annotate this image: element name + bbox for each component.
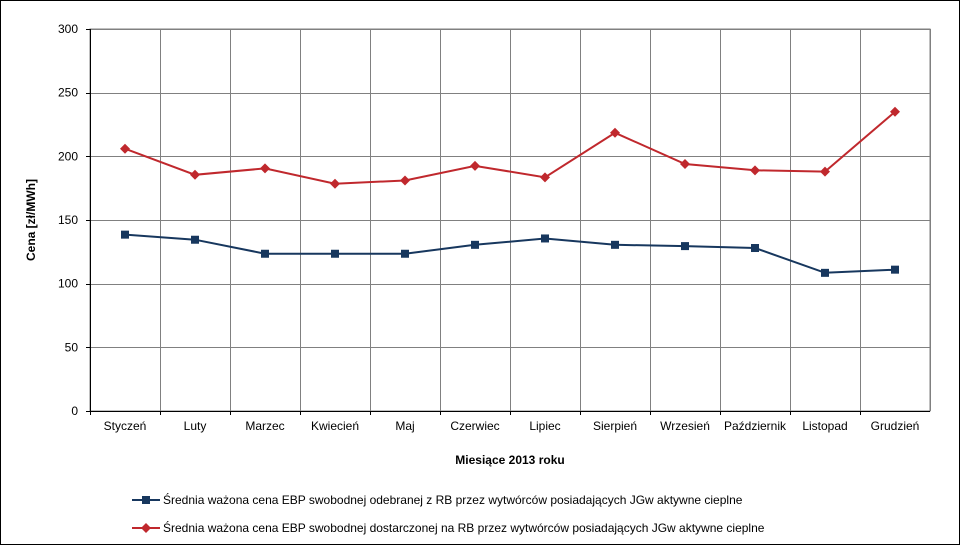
data-point: [400, 175, 410, 186]
grid-lines: [86, 28, 931, 415]
data-point: [471, 240, 479, 249]
data-point: [750, 165, 760, 176]
y-tick-label: 250: [58, 86, 78, 100]
data-point: [541, 234, 549, 243]
y-tick-label: 150: [58, 213, 78, 227]
y-axis-title: Cena [zł/MWh]: [24, 179, 38, 261]
data-point: [191, 235, 199, 244]
data-point: [401, 249, 409, 258]
x-tick-label: Listopad: [802, 419, 847, 433]
data-point: [821, 268, 829, 277]
y-tick-label: 0: [71, 404, 78, 418]
series-line: [124, 233, 896, 274]
x-tick-label: Wrzesień: [660, 419, 710, 433]
data-point: [120, 143, 130, 154]
data-point: [680, 158, 690, 169]
x-tick-label: Czerwiec: [450, 419, 499, 433]
x-axis-ticks: Styczeń Luty Marzec Kwiecień Maj Czerwiec Lipi…: [90, 411, 920, 433]
legend-marker: [142, 496, 150, 504]
data-point: [330, 178, 340, 189]
x-tick-label: Sierpień: [593, 419, 637, 433]
y-tick-label: 300: [58, 22, 78, 36]
series-1: [121, 230, 899, 277]
data-point: [890, 106, 900, 117]
data-point: [261, 249, 269, 258]
x-tick-label: Lipiec: [529, 419, 560, 433]
x-tick-label: Kwiecień: [311, 419, 359, 433]
x-tick-label: Październik: [724, 419, 787, 433]
data-point: [820, 166, 830, 177]
series-2: [120, 106, 900, 189]
legend-item-2: Średnia ważona cena EBP swobodnej dostar…: [132, 520, 765, 535]
x-tick-label: Styczeń: [104, 419, 147, 433]
data-point: [891, 265, 899, 274]
legend-item-1: Średnia ważona cena EBP swobodnej odebra…: [132, 492, 743, 507]
legend-label: Średnia ważona cena EBP swobodnej odebra…: [163, 492, 743, 507]
x-tick-label: Luty: [184, 419, 207, 433]
x-tick-label: Maj: [395, 419, 414, 433]
y-tick-label: 100: [58, 277, 78, 291]
y-tick-label: 200: [58, 149, 78, 163]
data-point: [751, 244, 759, 253]
data-point: [681, 242, 689, 251]
legend-marker: [141, 523, 151, 533]
data-point: [331, 249, 339, 258]
series-layer: [120, 106, 900, 277]
data-point: [610, 127, 620, 138]
series-line: [124, 111, 896, 185]
y-tick-label: 50: [65, 340, 79, 354]
y-axis-ticks: 0 50 100 150 200 250 300: [58, 22, 90, 418]
data-point: [540, 172, 550, 183]
x-axis-title: Miesiące 2013 roku: [455, 453, 564, 467]
data-point: [260, 163, 270, 174]
data-point: [190, 169, 200, 180]
data-point: [121, 230, 129, 239]
x-tick-label: Marzec: [245, 419, 284, 433]
x-tick-label: Grudzień: [871, 419, 920, 433]
legend-label: Średnia ważona cena EBP swobodnej dostar…: [163, 520, 765, 535]
data-point: [611, 240, 619, 249]
data-point: [470, 160, 480, 171]
legend: Średnia ważona cena EBP swobodnej odebra…: [132, 492, 765, 535]
